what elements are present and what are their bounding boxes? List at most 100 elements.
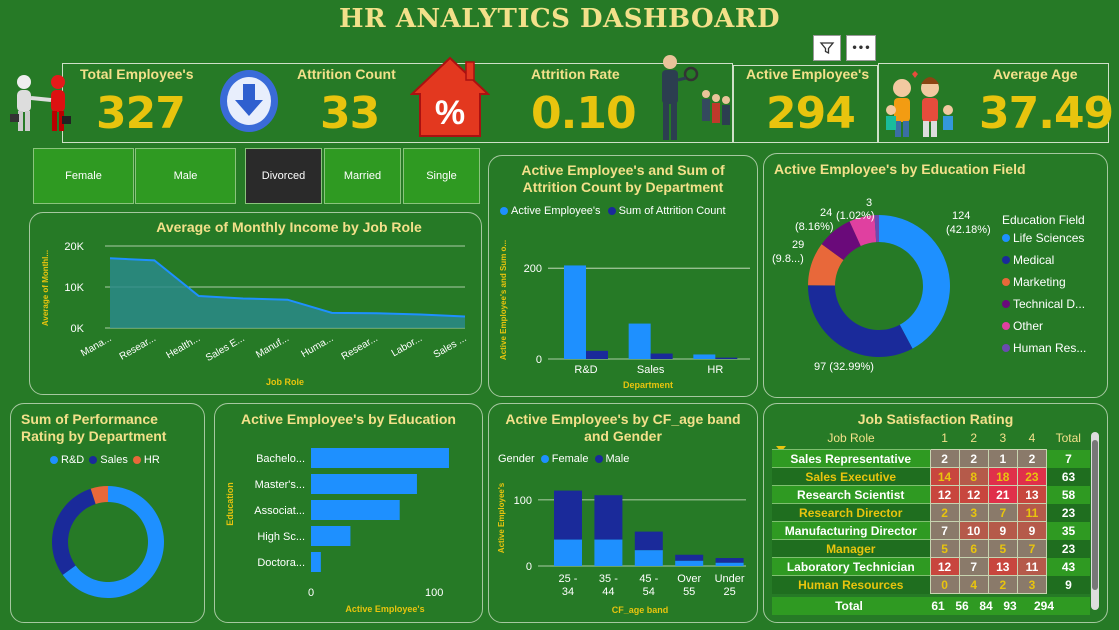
rating-cell: 18 xyxy=(987,467,1018,486)
active-employees-label: Active Employee's xyxy=(746,66,870,82)
data-label: 97 (32.99%) xyxy=(814,361,874,373)
y-tick-label: 100 xyxy=(514,495,532,507)
matrix-row[interactable]: Research Scientist 12 12 21 13 58 xyxy=(772,485,1090,504)
rating-cell: 2 xyxy=(929,503,960,522)
slicer-married[interactable]: Married xyxy=(324,148,401,204)
job-role-cell: Research Scientist xyxy=(772,485,930,504)
handshake-people-icon xyxy=(10,75,71,131)
rating-cell: 2 xyxy=(958,449,989,468)
x-tick-label: Manuf... xyxy=(254,333,291,361)
matrix-header[interactable]: 4 xyxy=(1028,431,1036,445)
rating-cell: 9 xyxy=(1016,521,1048,540)
department-bar-chart[interactable]: 0 200 R&D Sales HR Department Active Employee'… xyxy=(490,222,756,394)
edu-field-slice xyxy=(879,215,950,349)
data-label: (8.16%) xyxy=(795,221,834,233)
x-tick-label: Huma... xyxy=(300,333,336,360)
perf-slice xyxy=(90,486,108,504)
bar-male xyxy=(634,531,663,551)
matrix-header[interactable]: Job Role xyxy=(827,431,875,445)
matrix-scrollbar[interactable] xyxy=(1091,432,1099,610)
rating-cell: 5 xyxy=(929,539,960,558)
rating-cell: 7 xyxy=(1016,539,1048,558)
total-cell: 84 xyxy=(979,599,993,613)
x-tick-label: Resear... xyxy=(340,333,380,363)
slicer-male[interactable]: Male xyxy=(135,148,236,204)
x-tick-label: 25 xyxy=(723,586,735,598)
rating-cell: 3 xyxy=(1016,575,1048,594)
rating-cell: 1 xyxy=(987,449,1018,468)
income-area xyxy=(110,258,465,328)
edu-field-slice xyxy=(808,244,844,286)
more-options-button[interactable]: ••• xyxy=(846,35,876,61)
y-tick-label: 0 xyxy=(526,561,532,573)
matrix-row[interactable]: Manager 5 6 5 7 23 xyxy=(772,539,1090,558)
performance-donut[interactable] xyxy=(11,470,204,620)
y-tick-label: High Sc... xyxy=(257,531,305,543)
grand-total-cell: 294 xyxy=(1033,599,1055,613)
dept-chart-title: Active Employee's and Sum of Attrition C… xyxy=(521,162,725,195)
legend-female-label: Female xyxy=(551,453,589,465)
slicer-divorced[interactable]: Divorced xyxy=(245,148,322,204)
legend-dot xyxy=(1002,344,1010,352)
matrix-row[interactable]: Manufacturing Director 7 10 9 9 35 xyxy=(772,521,1090,540)
matrix-row[interactable]: Sales Representative 2 2 1 2 7 xyxy=(772,449,1090,468)
x-tick-label: 54 xyxy=(643,586,655,598)
legend-dot-hr xyxy=(132,456,141,465)
matrix-header[interactable]: 3 xyxy=(999,431,1007,445)
education-field-donut[interactable]: 124 (42.18%) 97 (32.99%) 29 (9.8...) 24 (8.16%… xyxy=(764,180,1108,395)
data-label: (42.18%) xyxy=(946,224,991,236)
rating-cell: 12 xyxy=(958,485,989,504)
data-label: 124 xyxy=(952,210,970,222)
x-tick-label: Over xyxy=(677,573,701,585)
x-tick-label: Resear... xyxy=(118,333,158,363)
matrix-header[interactable]: 2 xyxy=(970,431,978,445)
perf-slice xyxy=(62,486,164,598)
legend-title: Education Field xyxy=(1002,213,1085,227)
matrix-header[interactable]: Total xyxy=(1055,431,1081,446)
bar-female xyxy=(675,560,704,566)
bar-male xyxy=(554,490,582,540)
row-total-cell: 7 xyxy=(1046,449,1090,468)
row-total-cell: 23 xyxy=(1046,503,1090,522)
slicer-female[interactable]: Female xyxy=(33,148,134,204)
matrix-row[interactable]: Human Resources 0 4 2 3 9 xyxy=(772,575,1090,594)
education-bar-chart[interactable]: Bachelo... Master's... Associat... High Sc.… xyxy=(215,432,482,620)
x-tick-label: Sales xyxy=(637,364,665,376)
job-satisfaction-matrix[interactable]: Job Role 1 2 3 4 Total Sales Representative 2 2 1… xyxy=(772,427,1090,615)
job-satisfaction-title: Job Satisfaction Rating xyxy=(857,411,1014,427)
total-cell: 93 xyxy=(1003,599,1017,613)
filter-button[interactable] xyxy=(813,35,841,61)
total-employees-value: 327 xyxy=(96,88,186,139)
legend-active-label: Active Employee's xyxy=(511,205,601,217)
y-tick-label: Doctora... xyxy=(257,557,305,569)
row-total-cell: 35 xyxy=(1046,521,1090,540)
scrollbar-thumb[interactable] xyxy=(1092,440,1098,590)
matrix-row[interactable]: Laboratory Technician 12 7 13 11 43 xyxy=(772,557,1090,576)
slicer-single[interactable]: Single xyxy=(403,148,480,204)
dept-legend: Active Employee's Sum of Attrition Count xyxy=(500,205,726,217)
x-axis-label: Job Role xyxy=(266,377,304,387)
y-tick-label: 10K xyxy=(64,282,84,294)
bar-male xyxy=(675,554,704,561)
rating-cell: 9 xyxy=(987,521,1018,540)
bar-attrition xyxy=(715,357,738,359)
attrition-rate-label: Attrition Rate xyxy=(531,66,620,82)
row-total-cell: 63 xyxy=(1046,467,1090,486)
magnifier-people-icon xyxy=(662,55,730,140)
legend-label: Life Sciences xyxy=(1013,231,1084,245)
x-tick-label: Under xyxy=(715,573,745,585)
matrix-header[interactable]: 1 xyxy=(941,431,948,445)
rating-cell: 21 xyxy=(987,485,1018,504)
matrix-row[interactable]: Research Director 2 3 7 11 23 xyxy=(772,503,1090,522)
job-role-cell: Research Director xyxy=(772,503,930,522)
legend-dot-rd xyxy=(50,456,58,465)
rating-cell: 2 xyxy=(929,449,960,468)
rating-cell: 14 xyxy=(929,467,960,486)
rating-cell: 0 xyxy=(929,575,960,594)
job-role-cell: Manager xyxy=(772,539,930,558)
x-tick-label: Mana... xyxy=(79,333,113,359)
y-tick-label: 200 xyxy=(524,263,542,275)
matrix-row[interactable]: Sales Executive 14 8 18 23 63 xyxy=(772,467,1090,486)
